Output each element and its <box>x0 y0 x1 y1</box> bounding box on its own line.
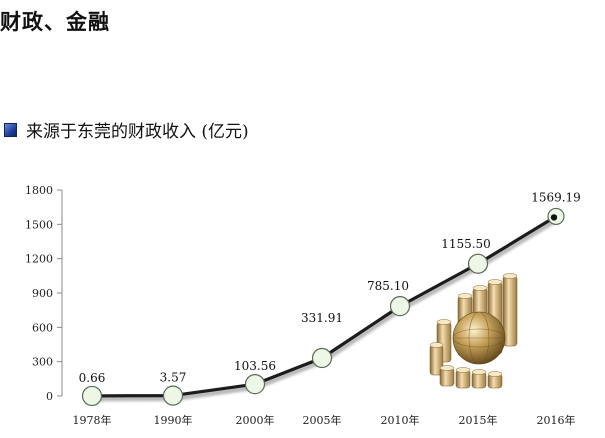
data-label: 1569.19 <box>531 190 581 204</box>
y-axis-ticks: 0 300 600 900 1200 1500 1800 <box>25 184 62 403</box>
data-point <box>467 253 489 274</box>
data-point <box>81 385 103 407</box>
data-label: 785.10 <box>367 279 409 293</box>
x-tick-label: 1978年 <box>73 413 112 427</box>
data-point <box>311 347 333 369</box>
globe-coin-stacks-illustration <box>429 273 518 389</box>
data-point <box>389 296 411 317</box>
x-tick-label: 1990年 <box>154 413 193 427</box>
data-label: 0.66 <box>79 371 106 385</box>
page-title: 财政、金融 <box>0 9 110 34</box>
y-tick-label: 1800 <box>25 184 53 197</box>
y-tick-label: 600 <box>32 321 53 334</box>
y-tick-label: 300 <box>32 356 53 369</box>
revenue-data-labels: 0.66 3.57 103.56 331.91 785.10 1155.50 1569.19 <box>79 190 581 385</box>
y-tick-label: 1500 <box>25 218 53 231</box>
data-label: 331.91 <box>301 311 343 325</box>
data-label: 3.57 <box>160 371 187 385</box>
data-point <box>244 374 266 395</box>
x-axis-ticks: 1978年 1990年 2000年 2005年 2010年 2015年 2016年 <box>73 413 576 427</box>
y-tick-label: 900 <box>32 287 53 300</box>
x-tick-label: 2000年 <box>236 413 275 427</box>
x-tick-label: 2016年 <box>537 413 576 427</box>
chart-heading: 来源于东莞的财政收入 (亿元) <box>4 117 249 142</box>
data-point <box>162 385 184 406</box>
data-point-end-dot <box>550 214 558 221</box>
x-tick-label: 2010年 <box>381 413 420 427</box>
chart-heading-text: 来源于东莞的财政收入 (亿元) <box>26 122 249 142</box>
x-tick-label: 2005年 <box>303 413 342 427</box>
blue-square-bullet-icon <box>4 122 17 137</box>
revenue-markers <box>81 207 565 407</box>
data-label: 103.56 <box>234 359 276 373</box>
data-label: 1155.50 <box>441 237 491 251</box>
x-tick-label: 2015年 <box>459 413 498 427</box>
y-tick-label: 0 <box>46 390 53 403</box>
y-tick-label: 1200 <box>25 253 53 266</box>
